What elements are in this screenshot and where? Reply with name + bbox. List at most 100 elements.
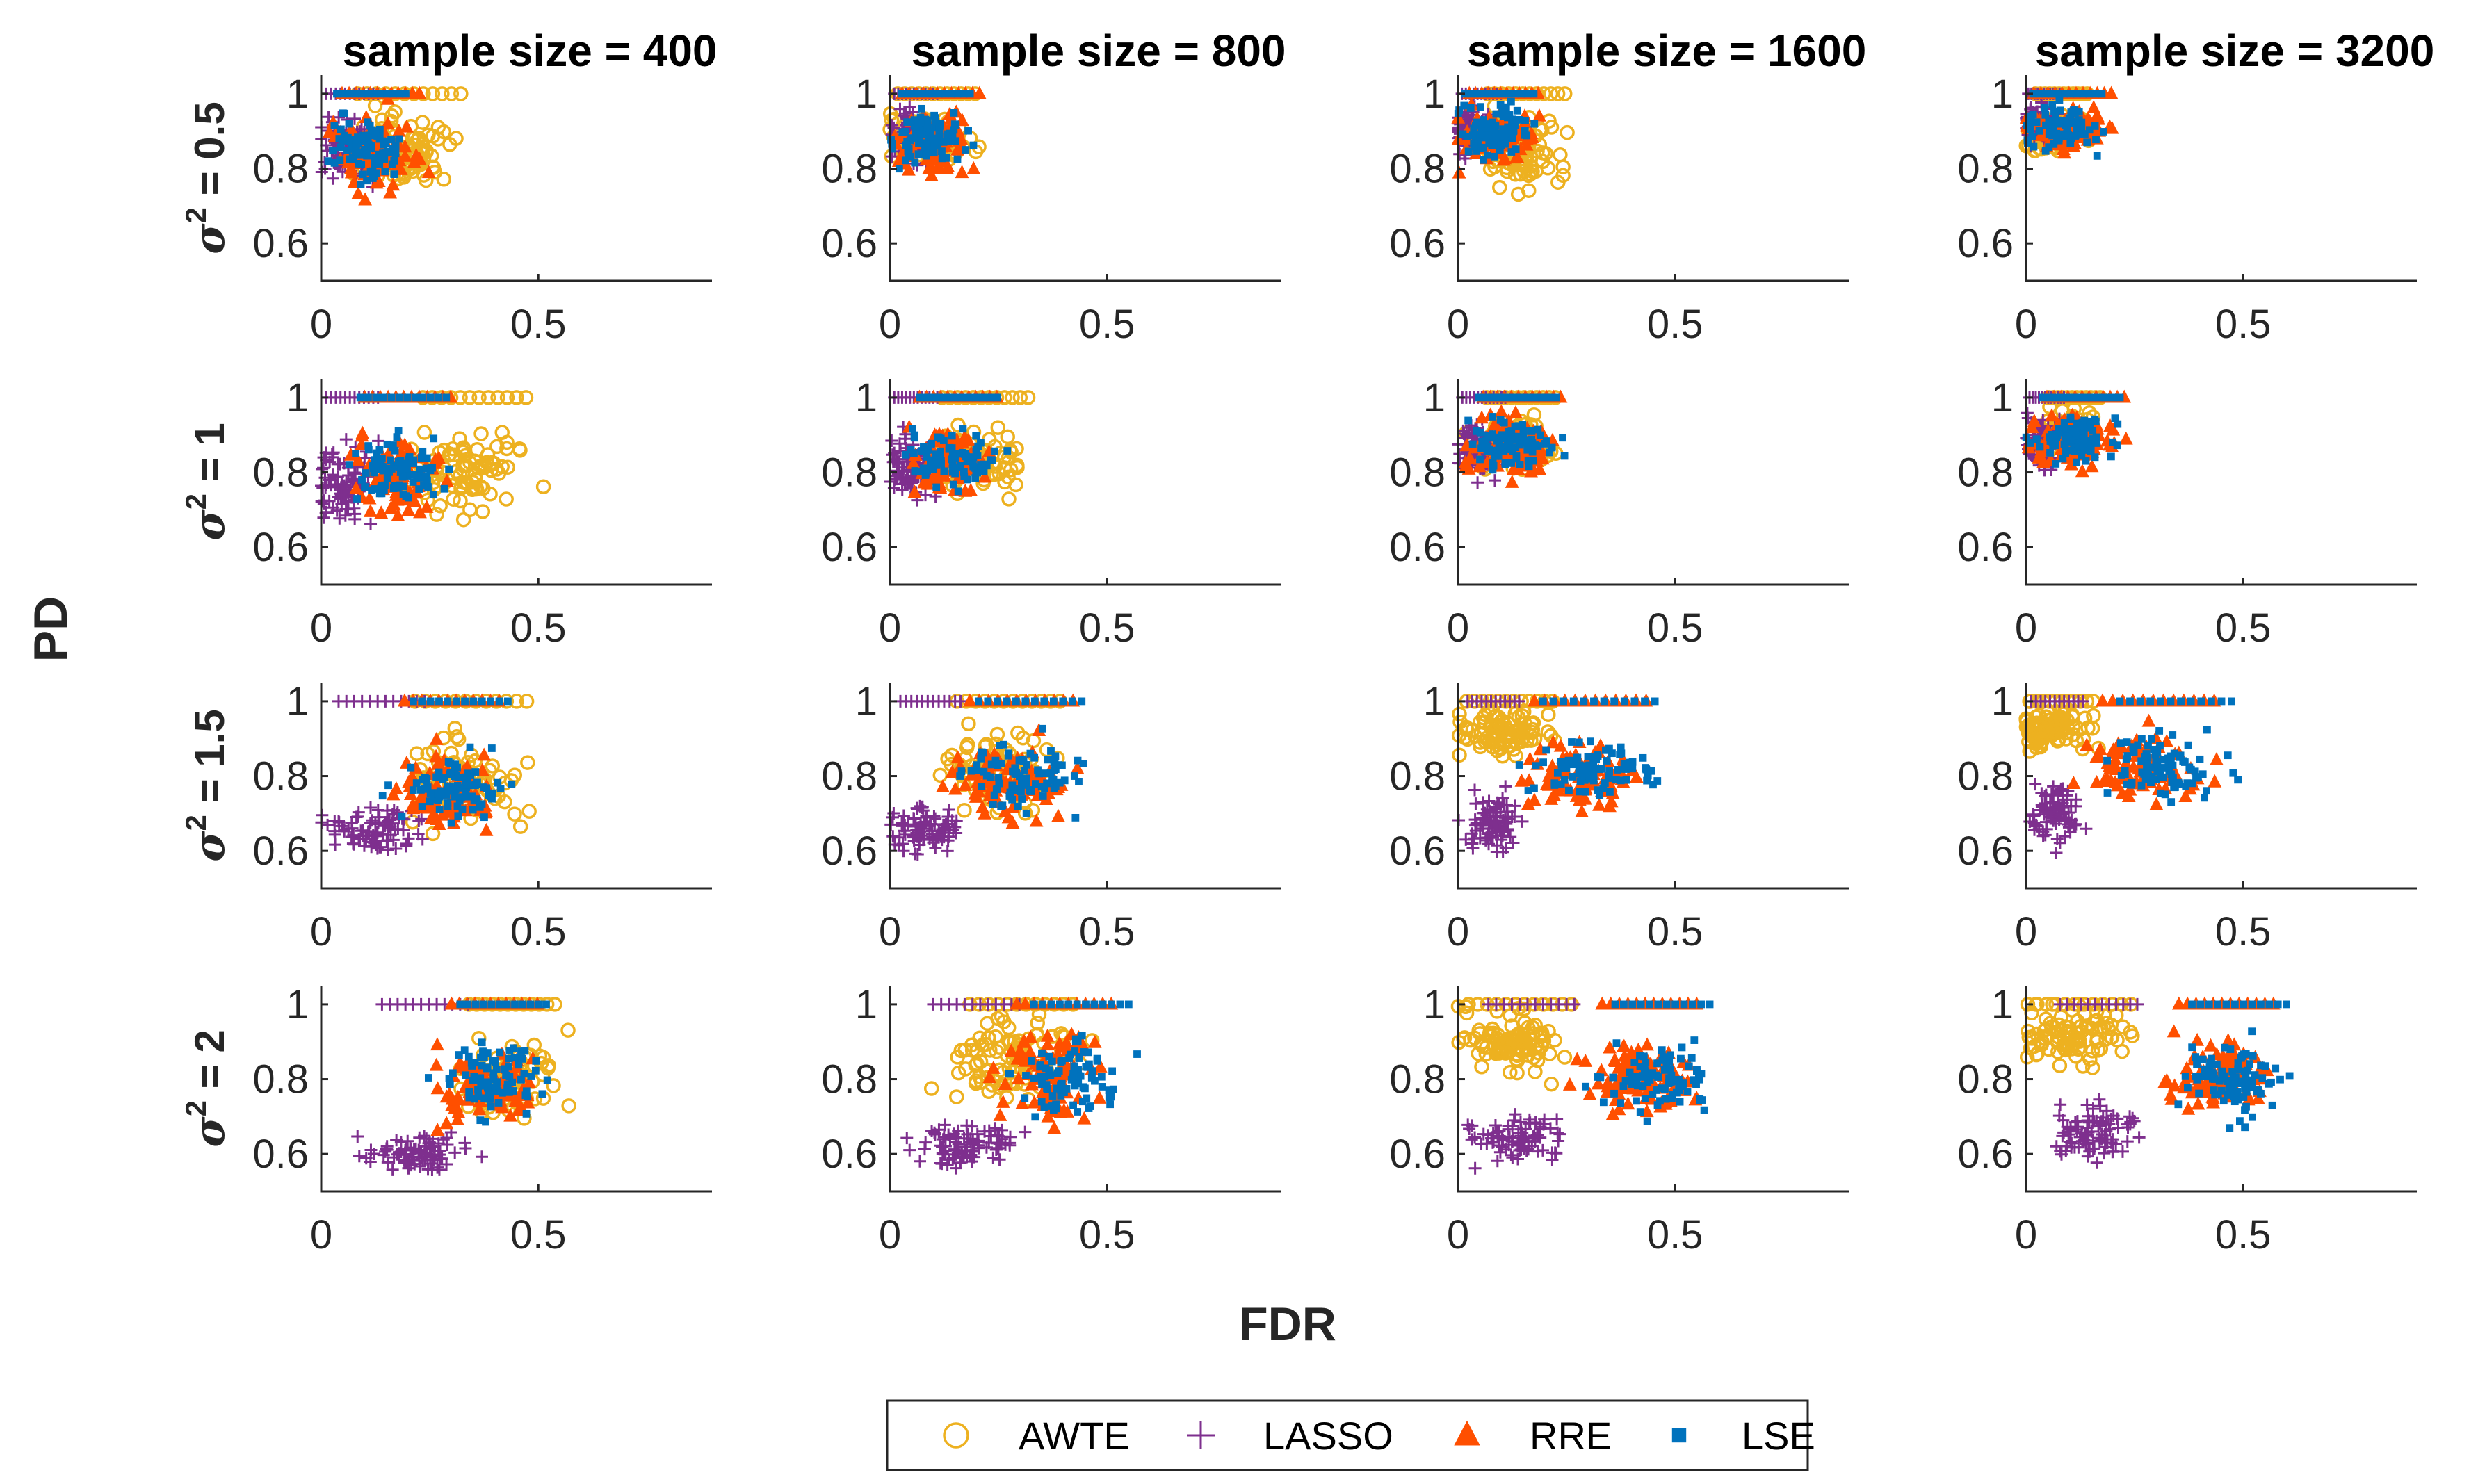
data-point-lse [966,90,974,98]
data-point-lse [2073,126,2080,134]
data-point-lse [364,446,373,454]
data-point-lse [430,434,438,443]
data-point-awte [1473,726,1489,741]
data-point-lse [923,393,930,402]
data-point-lse [2085,90,2094,98]
data-point-lse [2091,122,2099,130]
data-point-lse [996,742,1003,749]
data-point-lse [357,180,365,188]
data-point-lasso [892,838,905,851]
data-point-lse [1512,452,1521,460]
data-point-lse [1542,746,1550,754]
data-point-rre [429,731,444,745]
data-point-lse [945,445,953,453]
data-point-awte [436,171,452,187]
data-point-rre [1541,768,1556,782]
data-point-rre [2100,770,2114,784]
data-point-awte [1525,163,1540,179]
data-point-lse [1011,764,1019,772]
data-point-lasso [2064,799,2078,813]
data-point-lse [916,90,924,98]
x-tick-label: 0 [1447,605,1469,651]
y-tick-label: 0.6 [821,525,877,570]
data-point-lasso [325,448,339,461]
data-point-rre [355,425,370,439]
data-point-lse [947,90,955,98]
data-point-lse [1496,448,1505,455]
y-tick-label: 0.8 [252,147,309,192]
data-point-lse [982,462,991,470]
data-point-lse [1477,124,1486,132]
data-point-lasso [364,801,377,815]
data-point-lse [961,450,969,458]
data-point-lse [2066,139,2075,147]
data-point-awte [2031,708,2047,724]
data-point-lse [2073,393,2082,402]
data-point-lse [920,464,928,473]
data-point-lse [375,150,383,158]
y-tick-label: 0.6 [1389,525,1446,570]
series-lse [378,697,516,827]
data-point-lse [1621,765,1629,773]
data-point-lse [391,446,399,455]
data-point-lse [932,450,940,459]
data-point-rre [1532,108,1546,122]
data-point-awte [957,802,972,818]
data-point-lse [929,465,937,473]
data-point-lse [377,90,384,98]
data-point-lse [910,122,918,130]
data-point-awte [2053,710,2068,726]
data-point-rre [1603,799,1617,813]
data-point-rre [978,806,992,820]
data-point-lasso [2036,825,2050,838]
data-point-lse [2082,437,2090,445]
data-point-lasso [907,813,921,826]
data-point-rre [1527,792,1541,806]
data-point-awte [473,460,489,475]
data-point-lse [1070,772,1078,780]
data-point-lse [1012,768,1020,776]
data-point-lse [1528,448,1537,456]
x-tick-label: 0.5 [1647,909,1703,954]
data-point-lasso [907,829,920,842]
data-point-lse [378,455,386,463]
data-point-lse [953,90,962,98]
y-tick-label: 0.6 [1389,829,1446,874]
data-point-lasso [342,495,355,508]
data-point-awte [1489,717,1505,733]
data-point-lse [1568,738,1576,746]
data-point-lse [399,482,407,491]
data-point-lse [2107,452,2115,461]
data-point-lse [444,758,453,766]
data-point-lse [372,393,380,402]
data-point-lse [410,456,418,464]
data-point-lse [336,156,344,165]
data-point-rre [1472,459,1487,473]
data-point-lse [941,90,949,98]
data-point-lse [1476,103,1484,111]
data-point-lse [2029,111,2037,118]
data-point-lse [914,130,922,138]
data-point-lasso [2080,822,2093,835]
data-point-lasso [896,483,909,496]
data-point-lse [324,157,332,165]
data-point-rre [398,139,412,153]
data-point-lse [396,458,403,466]
data-point-lse [352,140,360,149]
data-point-awte [1001,491,1017,507]
data-point-awte [959,740,975,756]
data-point-lse [1500,434,1509,442]
data-point-lasso [317,451,330,464]
data-point-lse [1546,448,1553,457]
data-point-lasso [348,838,361,851]
data-point-lse [330,158,339,167]
data-point-rre [1452,165,1466,179]
data-point-awte [499,390,515,405]
data-point-lse [2041,111,2050,119]
data-point-lse [369,174,377,182]
y-tick-label: 0.8 [821,754,877,799]
data-point-lse [1017,777,1026,785]
data-point-lse [922,90,930,98]
data-point-lse [993,393,1001,402]
data-point-lse [413,471,421,479]
